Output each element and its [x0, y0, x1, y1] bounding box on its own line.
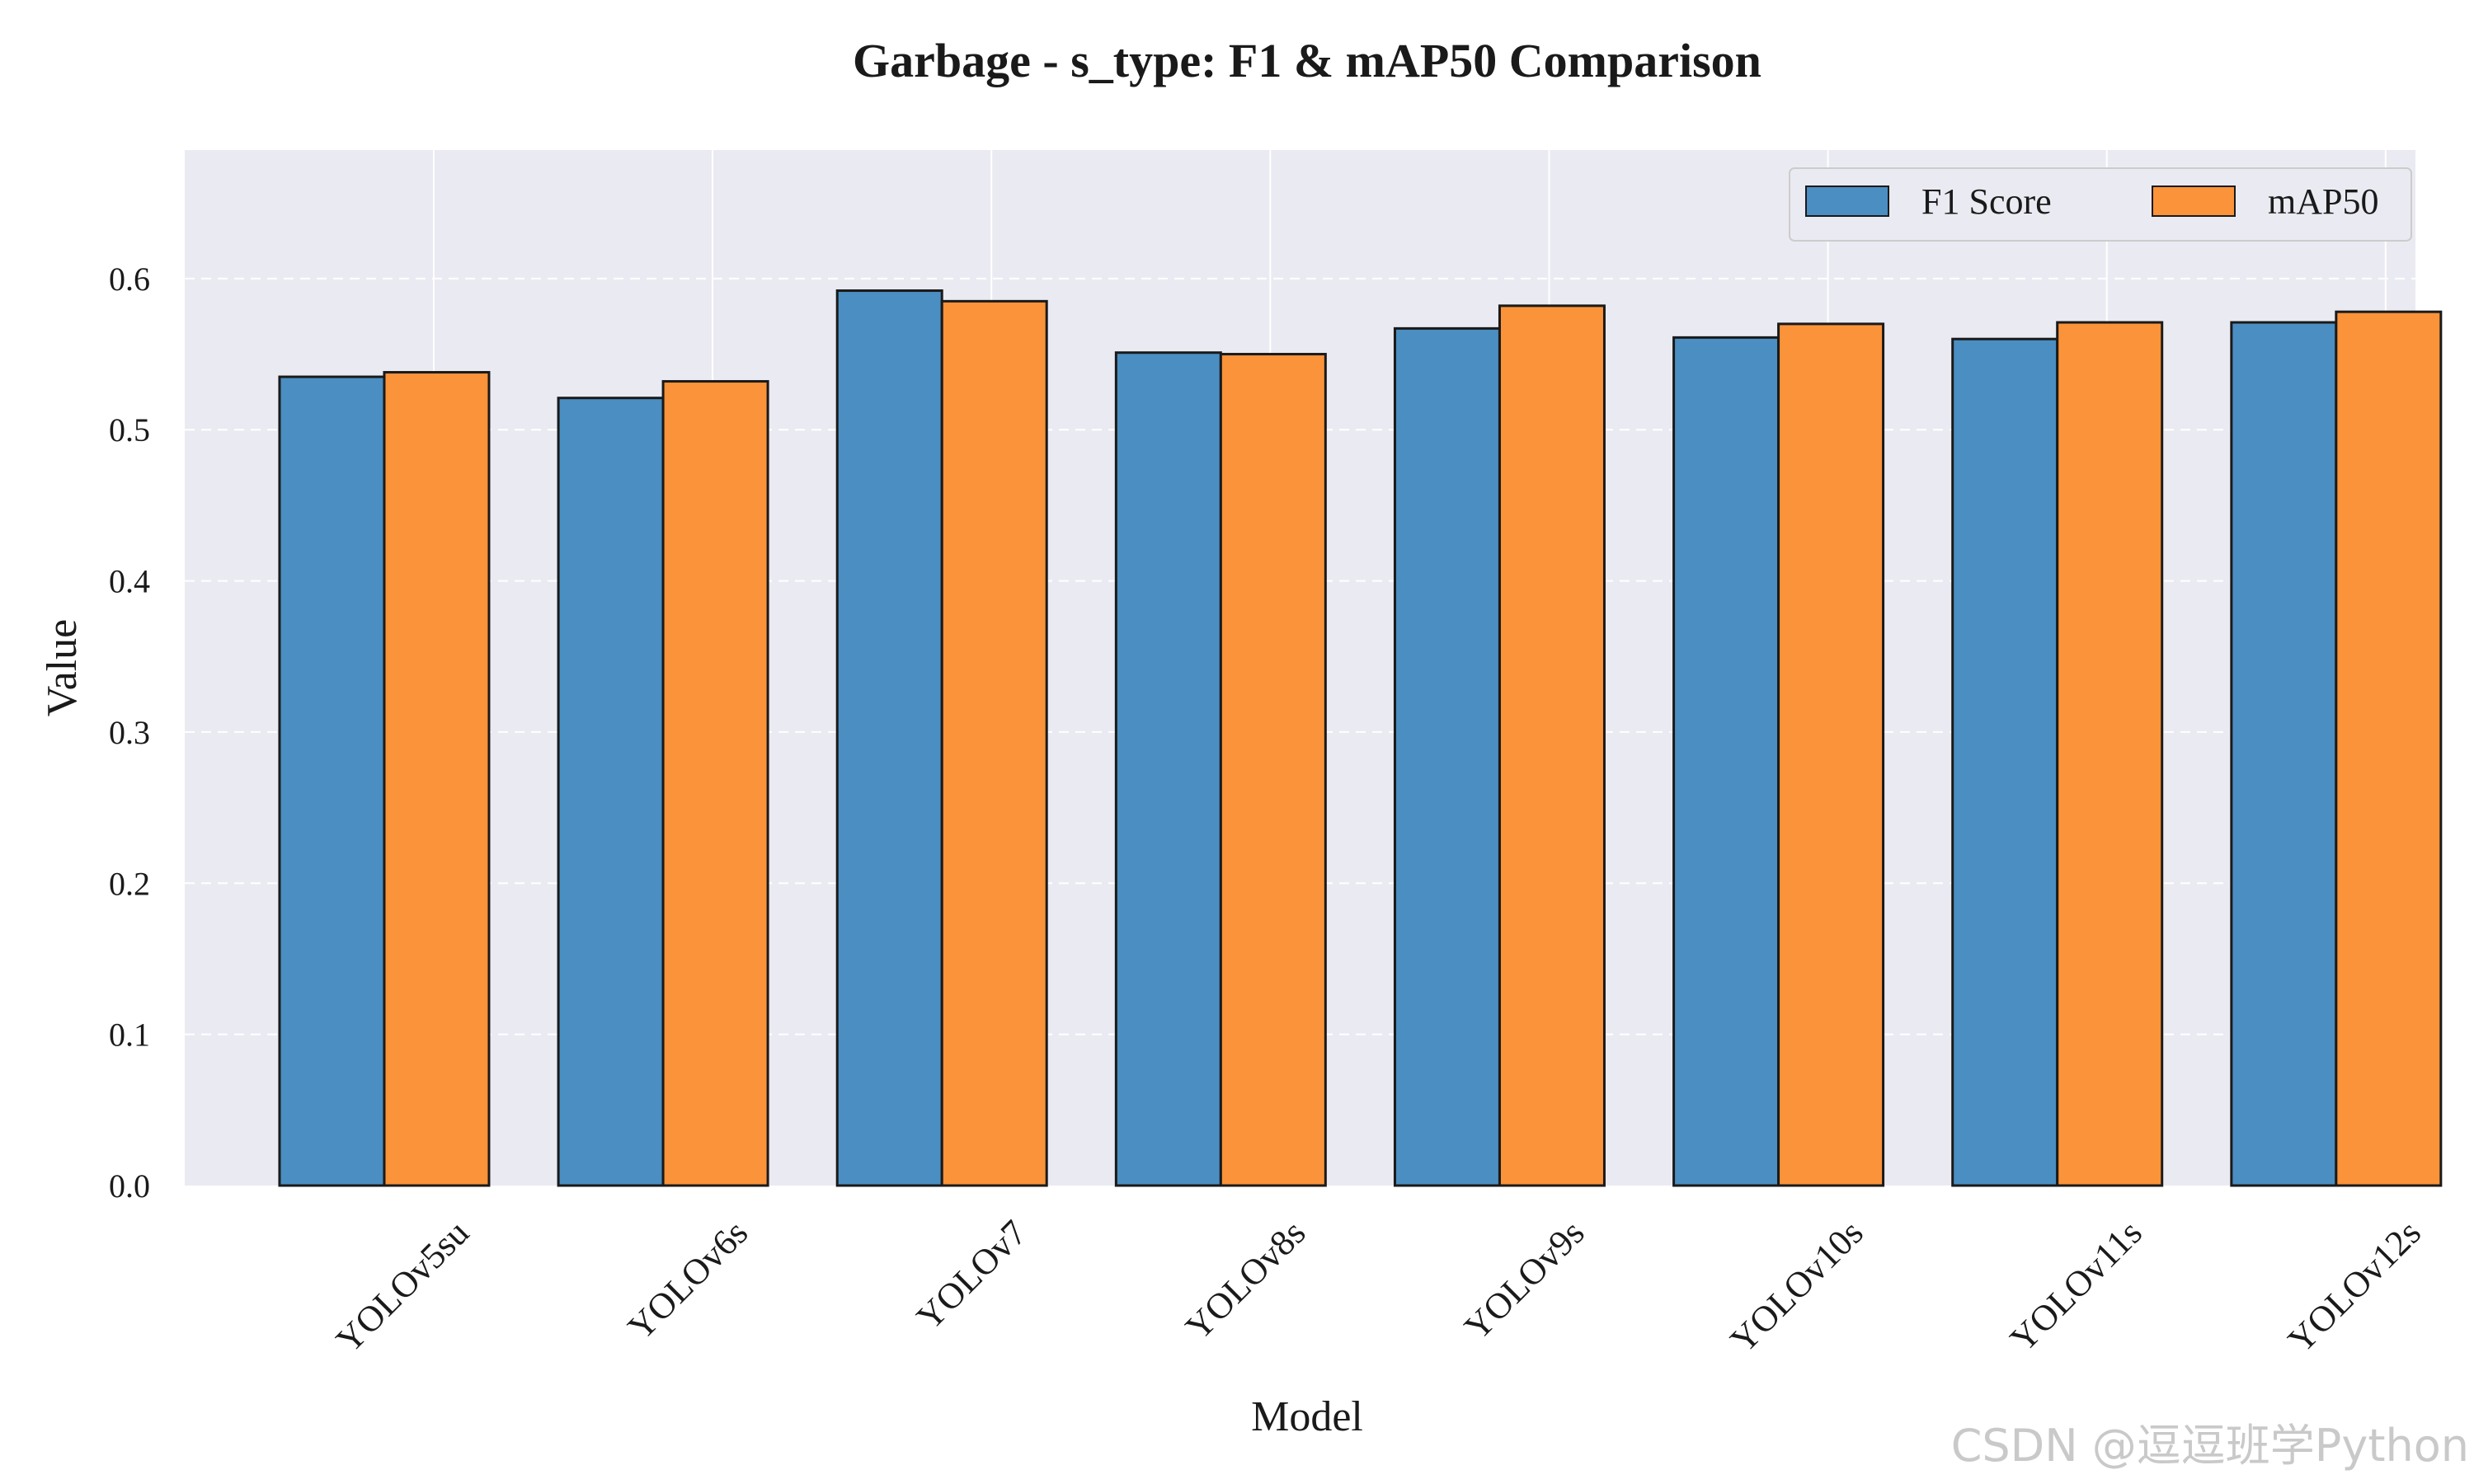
legend: F1 Score mAP50 — [1789, 167, 2412, 242]
x-tick-label: YOLOv11s — [2002, 1212, 2150, 1360]
bar-map50-yolov7 — [940, 299, 1048, 1187]
y-axis-ticks: 0.0 0.1 0.2 0.3 0.4 0.5 0.6 — [109, 261, 150, 1205]
x-tick-label: YOLOv6s — [620, 1212, 755, 1347]
bar-f1-score-yolov6s — [557, 397, 665, 1187]
watermark: CSDN @逗逗班学Python — [1950, 1420, 2469, 1472]
y-tick-label: 0.4 — [109, 563, 150, 600]
x-tick-label: YOLOv5su — [328, 1212, 477, 1360]
bar-f1-score-yolov12s — [2230, 321, 2338, 1187]
x-tick-label: YOLOv12s — [2280, 1212, 2429, 1360]
y-tick-label: 0.2 — [109, 865, 150, 902]
legend-box — [1789, 167, 2412, 242]
bar-map50-yolov12s — [2335, 310, 2443, 1187]
x-tick-label: YOLOv7 — [909, 1212, 1034, 1337]
bar-map50-yolov11s — [2056, 321, 2164, 1187]
y-tick-label: 0.6 — [109, 261, 150, 298]
bar-map50-yolov8s — [1219, 353, 1327, 1187]
x-axis-ticks: YOLOv5su YOLOv6s YOLOv7 YOLOv8s YOLOv9s YOLOv… — [328, 1212, 2429, 1360]
x-axis-label: Model — [1251, 1393, 1363, 1440]
y-tick-label: 0.5 — [109, 411, 150, 448]
x-tick-label: YOLOv9s — [1456, 1212, 1592, 1347]
x-tick-label: YOLOv8s — [1178, 1212, 1313, 1347]
y-axis-label: Value — [39, 619, 86, 716]
y-tick-label: 0.1 — [109, 1017, 150, 1054]
y-tick-label: 0.0 — [109, 1167, 150, 1205]
bar-map50-yolov5su — [383, 371, 491, 1187]
bar-f1-score-yolov8s — [1114, 351, 1222, 1187]
bar-f1-score-yolov10s — [1672, 336, 1780, 1187]
legend-label-map50: mAP50 — [2268, 181, 2378, 222]
bars — [278, 289, 2443, 1187]
bar-map50-yolov10s — [1777, 322, 1885, 1187]
bar-map50-yolov6s — [661, 380, 769, 1187]
bar-f1-score-yolov5su — [278, 375, 386, 1187]
bar-f1-score-yolov11s — [1951, 337, 2059, 1187]
chart-title: Garbage - s_type: F1 & mAP50 Comparison — [853, 34, 1761, 87]
y-tick-label: 0.3 — [109, 714, 150, 751]
bar-map50-yolov9s — [1498, 304, 1606, 1187]
bar-f1-score-yolov9s — [1393, 326, 1501, 1187]
x-tick-label: YOLOv10s — [1723, 1212, 1871, 1360]
legend-label-f1-score: F1 Score — [1921, 181, 2052, 222]
bar-f1-score-yolov7 — [835, 289, 943, 1187]
legend-swatch-map50 — [2152, 186, 2236, 217]
legend-swatch-f1-score — [1805, 186, 1889, 217]
